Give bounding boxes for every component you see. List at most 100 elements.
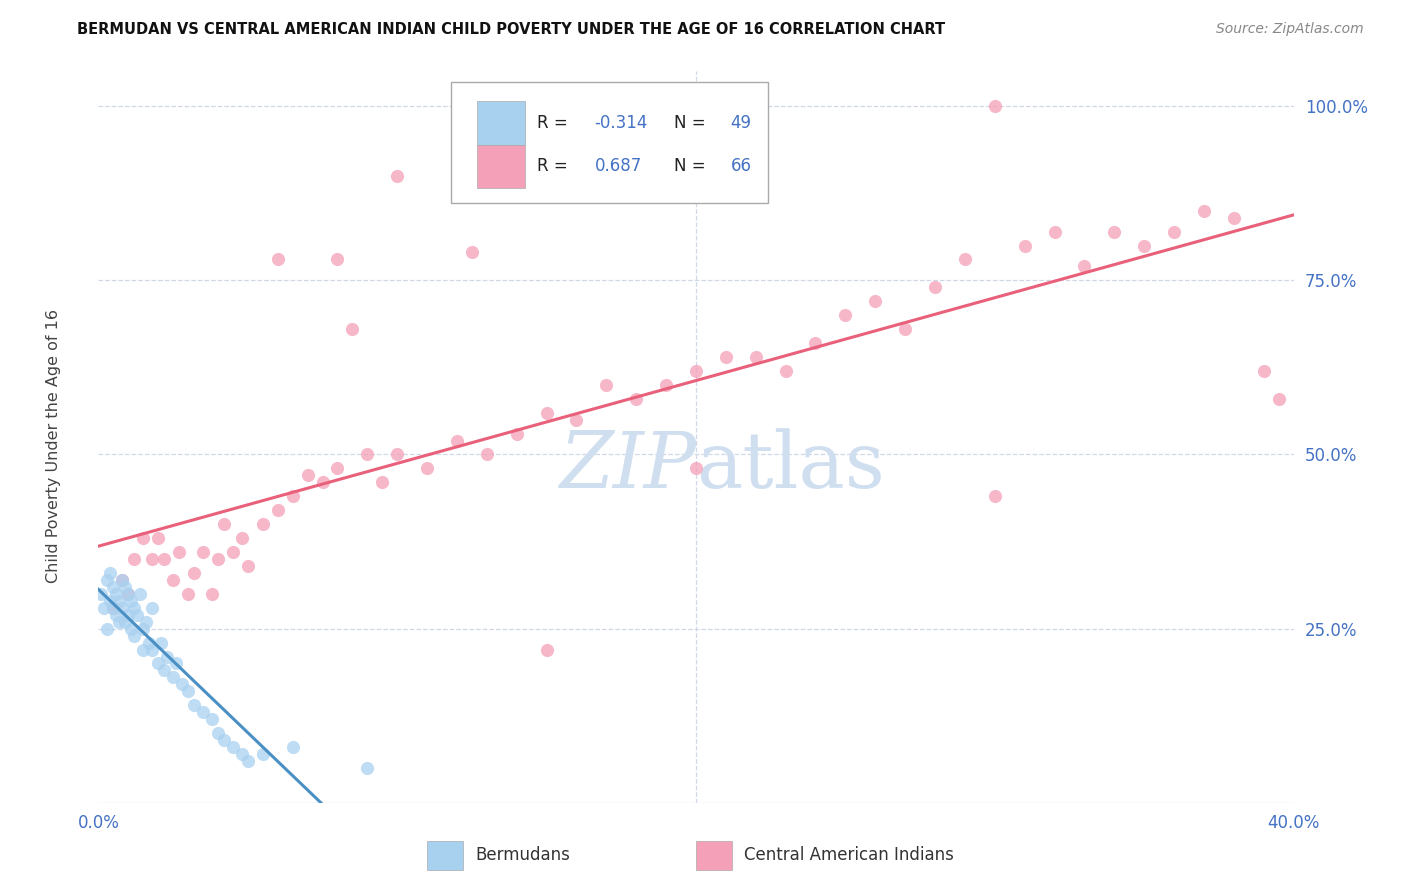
Point [191, 545, 214, 559]
Point [153, 664, 176, 678]
Point [120, 622, 142, 636]
Text: BERMUDAN VS CENTRAL AMERICAN INDIAN CHILD POVERTY UNDER THE AGE OF 16 CORRELATIO: BERMUDAN VS CENTRAL AMERICAN INDIAN CHIL… [77, 22, 945, 37]
Point [103, 600, 125, 615]
Text: ZIP: ZIP [558, 428, 696, 505]
Point [114, 580, 136, 594]
FancyBboxPatch shape [696, 841, 733, 870]
Point [461, 245, 484, 260]
Point [120, 594, 142, 608]
Point [132, 531, 155, 545]
Point [105, 587, 128, 601]
Point [536, 642, 558, 657]
Point [356, 761, 378, 775]
FancyBboxPatch shape [427, 841, 463, 870]
Point [148, 657, 170, 671]
Point [132, 622, 155, 636]
Point [385, 169, 409, 183]
Point [162, 573, 184, 587]
Point [236, 558, 259, 573]
Text: Central American Indians: Central American Indians [744, 847, 953, 864]
Point [252, 517, 274, 532]
FancyBboxPatch shape [477, 101, 524, 145]
Point [103, 580, 125, 594]
Point [108, 594, 131, 608]
Point [1043, 225, 1066, 239]
Point [98, 594, 122, 608]
Point [114, 615, 136, 629]
Point [236, 754, 259, 768]
Text: atlas: atlas [696, 428, 884, 504]
Point [984, 99, 1007, 113]
Point [714, 350, 737, 364]
Point [297, 468, 319, 483]
Point [252, 747, 274, 761]
Point [984, 489, 1007, 503]
Text: Child Poverty Under the Age of 16: Child Poverty Under the Age of 16 [46, 309, 60, 583]
Text: Source: ZipAtlas.com: Source: ZipAtlas.com [1216, 22, 1364, 37]
Point [1223, 211, 1246, 225]
Point [222, 740, 245, 755]
Point [183, 566, 205, 580]
Point [804, 336, 827, 351]
Point [1073, 260, 1095, 274]
Point [281, 489, 304, 503]
Point [953, 252, 976, 267]
Point [506, 426, 529, 441]
Point [267, 503, 290, 517]
Point [117, 607, 139, 622]
Point [98, 566, 122, 580]
Point [167, 545, 190, 559]
Point [103, 600, 125, 615]
Point [93, 600, 115, 615]
Point [475, 448, 498, 462]
Point [96, 622, 118, 636]
Point [153, 552, 176, 566]
Point [1192, 203, 1215, 218]
Point [626, 392, 648, 406]
Point [141, 600, 163, 615]
Point [326, 461, 349, 475]
Point [141, 552, 163, 566]
Point [111, 573, 134, 587]
Point [129, 587, 152, 601]
Point [108, 615, 131, 629]
Point [124, 552, 146, 566]
Point [156, 649, 179, 664]
Point [96, 573, 118, 587]
Point [565, 412, 588, 426]
Point [124, 629, 146, 643]
Point [141, 642, 163, 657]
Point [231, 747, 253, 761]
Point [1163, 225, 1185, 239]
Point [894, 322, 917, 336]
Point [124, 600, 146, 615]
Point [222, 545, 245, 559]
Text: R =: R = [537, 158, 578, 176]
Text: N =: N = [675, 113, 711, 131]
Point [536, 406, 558, 420]
Text: -0.314: -0.314 [595, 113, 648, 131]
Point [207, 552, 229, 566]
Point [326, 252, 349, 267]
FancyBboxPatch shape [477, 145, 524, 188]
Point [191, 705, 214, 719]
Point [111, 600, 134, 615]
Point [267, 252, 290, 267]
Point [162, 670, 184, 684]
Point [1133, 238, 1156, 252]
Text: 0.687: 0.687 [595, 158, 641, 176]
Point [165, 657, 187, 671]
FancyBboxPatch shape [451, 82, 768, 203]
Point [105, 607, 128, 622]
Point [685, 461, 707, 475]
Point [183, 698, 205, 713]
Point [207, 726, 229, 740]
Point [775, 364, 797, 378]
Point [385, 448, 409, 462]
Point [117, 587, 139, 601]
Point [865, 294, 887, 309]
Point [924, 280, 946, 294]
Point [172, 677, 194, 691]
Text: 49: 49 [731, 113, 752, 131]
Text: 66: 66 [731, 158, 752, 176]
